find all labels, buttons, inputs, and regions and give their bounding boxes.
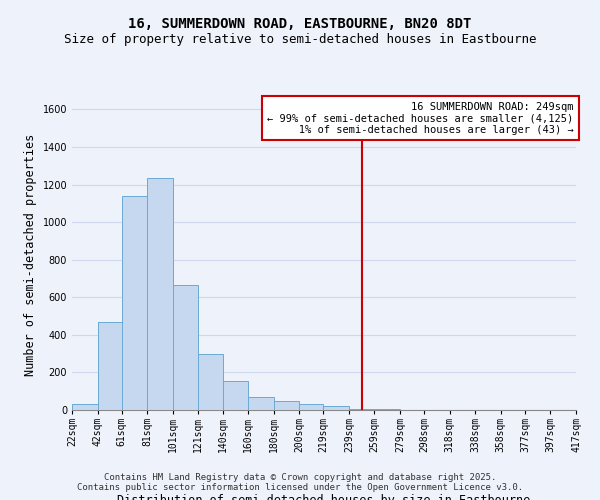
X-axis label: Distribution of semi-detached houses by size in Eastbourne: Distribution of semi-detached houses by … — [118, 494, 530, 500]
Bar — [299, 404, 323, 410]
Bar — [122, 196, 147, 410]
Bar — [199, 354, 223, 410]
Bar — [173, 285, 199, 410]
Bar — [147, 178, 173, 410]
Text: Size of property relative to semi-detached houses in Eastbourne: Size of property relative to semi-detach… — [64, 32, 536, 46]
Bar — [349, 409, 374, 410]
Text: 16 SUMMERDOWN ROAD: 249sqm
← 99% of semi-detached houses are smaller (4,125)
   : 16 SUMMERDOWN ROAD: 249sqm ← 99% of semi… — [267, 102, 574, 134]
Bar — [248, 397, 274, 410]
Bar — [223, 381, 248, 410]
Text: 16, SUMMERDOWN ROAD, EASTBOURNE, BN20 8DT: 16, SUMMERDOWN ROAD, EASTBOURNE, BN20 8D… — [128, 18, 472, 32]
Text: Contains HM Land Registry data © Crown copyright and database right 2025.
Contai: Contains HM Land Registry data © Crown c… — [77, 472, 523, 492]
Bar — [323, 406, 349, 410]
Bar — [72, 404, 98, 410]
Bar — [98, 322, 122, 410]
Y-axis label: Number of semi-detached properties: Number of semi-detached properties — [24, 134, 37, 376]
Bar — [274, 401, 299, 410]
